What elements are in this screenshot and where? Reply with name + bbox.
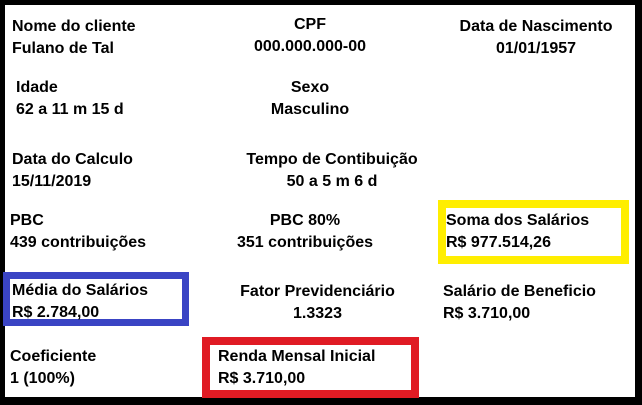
value: 1 (100%) [10,370,75,387]
highlight-media [3,272,189,326]
value: Fulano de Tal [12,40,114,57]
label: Coeficiente [10,348,97,365]
value: R$ 977.514,26 [446,234,551,251]
label: PBC [10,212,44,229]
label: Renda Mensal Inicial [218,348,376,365]
field-media: Média do Salários R$ 2.784,00 [12,280,148,324]
label: Fator Previdenciário [240,283,395,300]
field-rmi: Renda Mensal Inicial R$ 3.710,00 [218,346,375,390]
label: Soma dos Salários [446,212,590,229]
value: 01/01/1957 [495,40,577,57]
value: 351 contribuições [236,234,374,251]
field-fator: Fator Previdenciário 1.3323 [220,281,415,325]
field-coeficiente: Coeficiente 1 (100%) [10,346,96,390]
label: Data do Calculo [12,151,133,168]
field-nascimento: Data de Nascimento 01/01/1957 [440,16,632,60]
label: PBC 80% [269,212,341,229]
field-idade: Idade 62 a 11 m 15 d [16,77,124,121]
value: Masculino [270,101,350,118]
label: Data de Nascimento [459,18,613,35]
field-cliente: Nome do cliente Fulano de Tal [12,16,136,60]
label: Média do Salários [12,282,149,299]
label: CPF [294,16,326,33]
value: 1.3323 [293,305,342,322]
highlight-rmi [202,337,419,398]
field-data-calculo: Data do Calculo 15/11/2019 [12,149,133,193]
label: Idade [16,79,58,96]
field-cpf: CPF 000.000.000-00 [230,14,390,58]
label: Tempo de Contibuição [246,151,418,168]
value: R$ 2.784,00 [12,304,100,321]
value: R$ 3.710,00 [218,370,306,387]
value: 15/11/2019 [12,173,92,190]
highlight-soma [438,200,629,264]
field-soma: Soma dos Salários R$ 977.514,26 [446,210,589,254]
value: R$ 3.710,00 [443,305,531,322]
field-sexo: Sexo Masculino [240,77,380,121]
value: 000.000.000-00 [253,38,367,55]
field-pbc80: PBC 80% 351 contribuições [215,210,395,254]
field-tempo: Tempo de Contibuição 50 a 5 m 6 d [222,149,442,193]
value: 62 a 11 m 15 d [16,101,124,118]
field-pbc: PBC 439 contribuições [10,210,146,254]
value: 439 contribuições [10,234,147,251]
label: Sexo [290,79,330,96]
label: Salário de Beneficio [443,283,596,300]
field-salario-beneficio: Salário de Beneficio R$ 3.710,00 [443,281,596,325]
label: Nome do cliente [12,18,136,35]
value: 50 a 5 m 6 d [286,173,378,190]
